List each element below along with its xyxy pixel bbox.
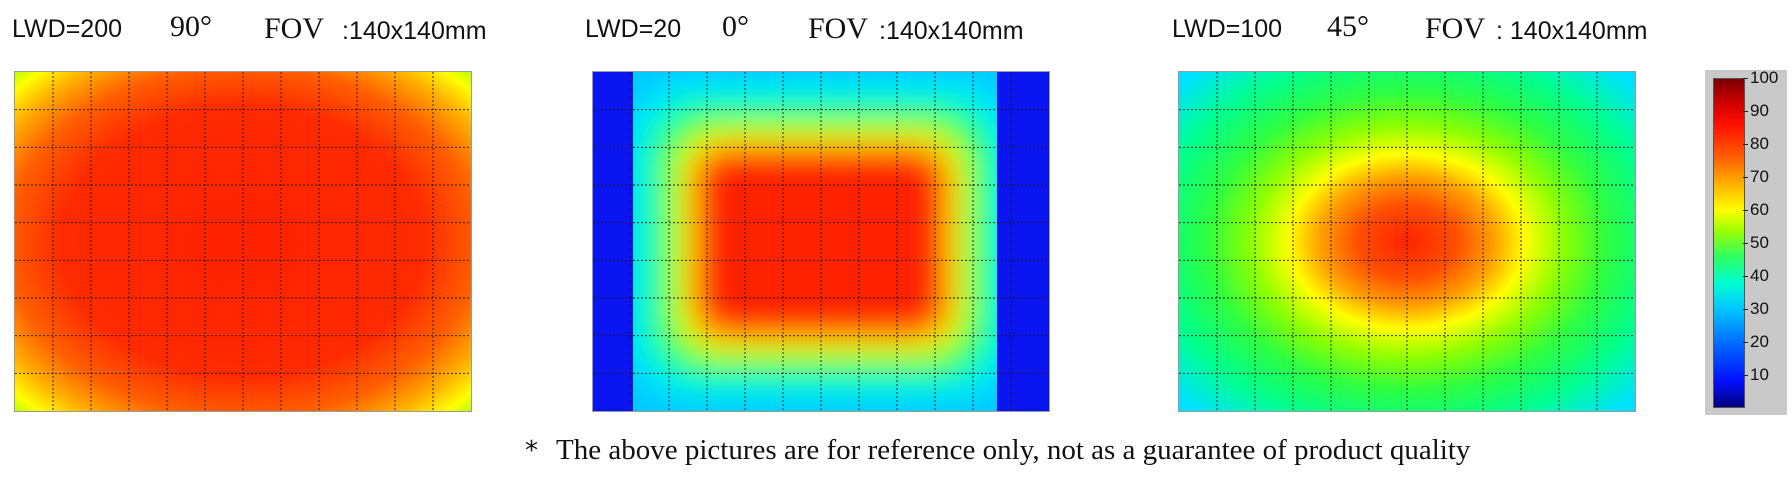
- panel-3-title: LWD=100 45° FOV : 140x140mm: [1172, 8, 1702, 48]
- heatmap-2-left-band: [593, 72, 633, 411]
- colorbar-tick-label: 90: [1750, 101, 1769, 120]
- panel-3-angle: 45°: [1327, 10, 1369, 43]
- colorbar-tick-mark: [1743, 111, 1748, 112]
- panel-1-angle: 90°: [170, 10, 212, 43]
- colorbar-tick-label: 80: [1750, 134, 1769, 153]
- panel-2-lwd: LWD=20: [585, 15, 682, 43]
- colorbar-tick-mark: [1743, 78, 1748, 79]
- panel-1-fov-label: FOV: [264, 12, 325, 45]
- colorbar-tick-mark: [1743, 210, 1748, 211]
- heatmap-plot-1: [14, 71, 472, 412]
- panel-2-fov-value: :140x140mm: [879, 17, 1024, 45]
- panel-3-fov-value: : 140x140mm: [1496, 17, 1648, 45]
- panel-2-fov-label: FOV: [808, 12, 869, 45]
- heatmap-1-svg: [15, 72, 471, 411]
- heatmap-2-right-band: [997, 72, 1049, 411]
- colorbar-tick-label: 50: [1750, 233, 1769, 252]
- heatmap-2-svg: [593, 72, 1049, 411]
- colorbar-tick-label: 70: [1750, 167, 1769, 186]
- heatmap-3-grid: [1179, 72, 1635, 411]
- panel-1-lwd: LWD=200: [12, 15, 123, 43]
- colorbar-tick-label: 20: [1750, 332, 1769, 351]
- colorbar-tick-mark: [1743, 276, 1748, 277]
- heatmap-plot-3: [1178, 71, 1636, 412]
- panel-2-title: LWD=20 0° FOV :140x140mm: [585, 8, 1105, 48]
- panel-3-fov-label: FOV: [1425, 12, 1486, 45]
- heatmap-plot-2: [592, 71, 1050, 412]
- panel-3-lwd: LWD=100: [1172, 15, 1283, 43]
- colorbar-gradient: [1713, 78, 1745, 408]
- colorbar-tick-label: 60: [1750, 200, 1769, 219]
- footnote-text: The above pictures are for reference onl…: [556, 434, 1471, 466]
- colorbar-tick-mark: [1743, 309, 1748, 310]
- colorbar-tick-mark: [1743, 342, 1748, 343]
- colorbar-tick-mark: [1743, 243, 1748, 244]
- panel-1-title: LWD=200 90° FOV :140x140mm: [12, 8, 532, 48]
- colorbar-tick-label: 100: [1750, 68, 1779, 87]
- heatmap-3-svg: [1179, 72, 1635, 411]
- colorbar-tick-label: 10: [1750, 365, 1769, 384]
- colorbar-tick-mark: [1743, 144, 1748, 145]
- colorbar-tick-label: 40: [1750, 266, 1769, 285]
- heatmap-1-grid: [15, 72, 471, 411]
- colorbar: 10 20 30 40 50 60 70 80 90 100: [1705, 68, 1787, 415]
- footnote: * The above pictures are for reference on…: [525, 434, 1470, 467]
- colorbar-tick-label: 30: [1750, 299, 1769, 318]
- panel-1-fov-value: :140x140mm: [342, 17, 487, 45]
- colorbar-tick-mark: [1743, 375, 1748, 376]
- colorbar-tick-mark: [1743, 177, 1748, 178]
- heatmap-2-grid: [593, 72, 1049, 411]
- panel-2-angle: 0°: [722, 10, 749, 43]
- footnote-star: *: [525, 436, 538, 466]
